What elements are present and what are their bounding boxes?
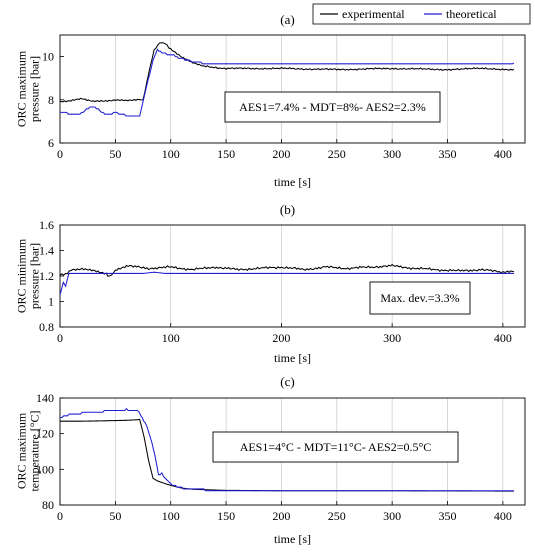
legend-label-0: experimental [342, 7, 405, 21]
x-tick-label: 400 [494, 331, 512, 345]
legend-box [312, 3, 531, 25]
series-line-theoretical [60, 407, 514, 492]
x-axis-title: time [s] [274, 532, 311, 546]
y-axis-title-line: ORC maximum [15, 412, 29, 489]
panel-label: (a) [280, 12, 294, 27]
x-tick-label: 150 [217, 147, 235, 161]
x-axis-title: time [s] [274, 175, 311, 189]
x-tick-label: 250 [328, 147, 346, 161]
annotation-text: AES1=4°C - MDT=11°C- AES2=0.5°C [240, 440, 432, 454]
x-tick-label: 350 [439, 147, 457, 161]
x-tick-label: 100 [162, 147, 180, 161]
x-tick-label: 50 [109, 147, 121, 161]
y-axis-title: ORC minimum pressure [bar] [15, 238, 42, 313]
x-tick-label: 300 [383, 147, 401, 161]
series-line-experimental [60, 263, 515, 277]
y-tick-label: 140 [36, 391, 54, 405]
legend-label-1: theoretical [446, 7, 497, 21]
panel-1: (a) 0 50 100 150 200 250 300 350 400 6 8 10 time [s] O… [15, 12, 526, 189]
x-tick-label: 50 [109, 509, 121, 523]
x-tick-label: 200 [272, 509, 290, 523]
y-tick-label: 10 [42, 50, 54, 64]
y-tick-label: 8 [48, 93, 54, 107]
plot-frame [59, 34, 526, 144]
y-tick-label: 6 [48, 136, 54, 150]
x-axis-title: time [s] [274, 351, 311, 365]
y-tick-label: 120 [36, 427, 54, 441]
y-axis-title-line: ORC minimum [15, 238, 29, 313]
panel-label: (c) [280, 374, 294, 389]
x-tick-label: 250 [328, 509, 346, 523]
annotation-box [224, 91, 441, 123]
x-tick-label: 300 [383, 509, 401, 523]
annotation-text: Max. dev.=3.3% [380, 291, 459, 305]
x-tick-label: 350 [439, 509, 457, 523]
annotation-box [212, 431, 459, 463]
x-tick-label: 400 [494, 147, 512, 161]
y-axis-title-line: ORC maximum [15, 50, 29, 127]
annotation-text: AES1=7.4% - MDT=8%- AES2=2.3% [239, 100, 426, 114]
x-tick-label: 150 [217, 509, 235, 523]
y-tick-label: 1.2 [39, 269, 54, 283]
y-tick-label: 80 [42, 498, 54, 512]
y-axis-title-line: temperature [°C] [28, 410, 42, 491]
y-axis-title-line: pressure [bar] [28, 56, 42, 122]
series-line-experimental [60, 42, 515, 103]
x-tick-label: 0 [57, 509, 63, 523]
x-tick-label: 100 [162, 509, 180, 523]
panel-label: (b) [280, 202, 295, 217]
panel-3: (c) 0 50 100 150 200 250 300 350 400 80 100 120 140 ti… [15, 374, 526, 546]
x-tick-label: 0 [57, 147, 63, 161]
plot-frame [59, 397, 526, 506]
panel-2: (b) 0 100 200 300 400 0.8 1 1.2 1.4 1.6 time [s] ORC… [15, 202, 526, 365]
y-tick-label: 100 [36, 462, 54, 476]
x-tick-label: 200 [272, 331, 290, 345]
series-line-theoretical [60, 48, 515, 117]
y-axis-title: ORC maximum pressure [bar] [15, 50, 42, 127]
x-tick-label: 100 [162, 331, 180, 345]
x-tick-label: 200 [272, 147, 290, 161]
x-tick-label: 400 [494, 509, 512, 523]
x-tick-label: 0 [57, 331, 63, 345]
y-tick-label: 1 [48, 295, 54, 309]
y-axis-title: ORC maximum temperature [°C] [15, 410, 42, 491]
annotation-box [369, 281, 471, 315]
y-axis-title-line: pressure [bar] [28, 243, 42, 309]
y-tick-label: 1.6 [39, 218, 54, 232]
legend: experimental theoretical [312, 3, 531, 25]
series-line-theoretical [60, 271, 514, 296]
y-tick-label: 0.8 [39, 320, 54, 334]
y-tick-label: 1.4 [39, 244, 54, 258]
x-tick-label: 300 [383, 331, 401, 345]
